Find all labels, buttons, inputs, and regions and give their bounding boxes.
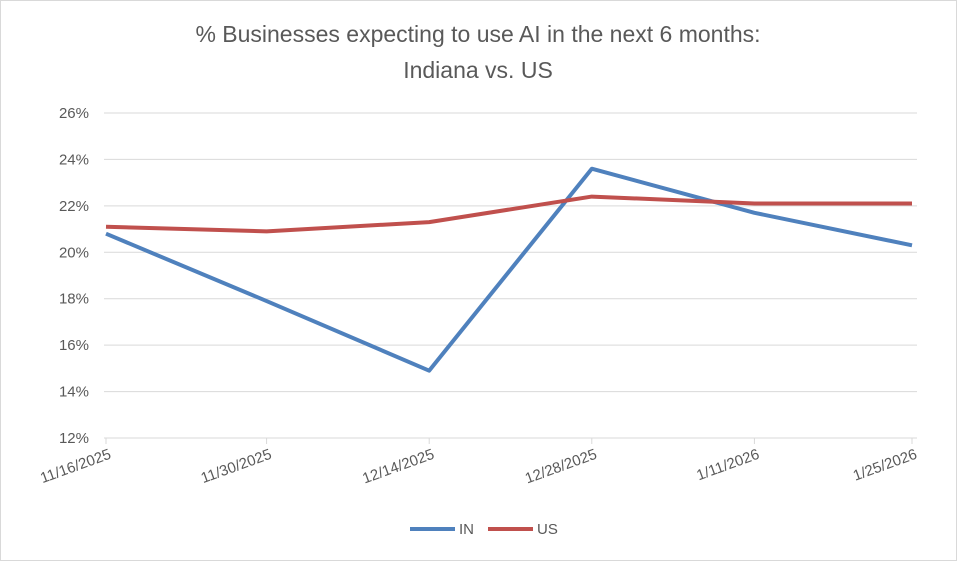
x-axis: 11/16/2025 11/30/2025 12/14/2025 12/28/2025… — [38, 437, 920, 488]
legend: IN US — [410, 521, 558, 538]
x-tick-label: 11/16/2025 — [38, 446, 113, 487]
chart-title: % Businesses expecting to use AI in the … — [195, 21, 760, 83]
gridlines — [104, 112, 917, 393]
x-tick-label: 1/25/2026 — [851, 446, 920, 485]
series-line-in — [105, 166, 913, 373]
y-tick-label: 14% — [59, 384, 89, 401]
legend-label-us: US — [537, 521, 558, 538]
chart-title-line-2: Indiana vs. US — [403, 57, 553, 83]
y-tick-label: 18% — [59, 291, 89, 308]
y-tick-label: 16% — [59, 337, 89, 354]
chart-title-line-1: % Businesses expecting to use AI in the … — [195, 21, 760, 47]
x-tick-label: 11/30/2025 — [199, 446, 274, 487]
series-line-us — [105, 194, 912, 234]
y-axis-ticks: 12% 14% 16% 18% 20% 22% 24% 26% — [59, 105, 89, 447]
x-tick-label: 12/28/2025 — [523, 446, 599, 488]
y-tick-label: 20% — [59, 244, 89, 261]
x-tick-label: 1/11/2026 — [694, 446, 761, 484]
x-tick-label: 12/14/2025 — [360, 446, 436, 488]
series-lines — [105, 166, 913, 373]
y-tick-label: 22% — [59, 198, 89, 215]
y-tick-label: 26% — [59, 105, 89, 122]
y-tick-label: 24% — [59, 151, 89, 168]
y-tick-label: 12% — [59, 430, 89, 447]
legend-label-in: IN — [459, 521, 474, 538]
